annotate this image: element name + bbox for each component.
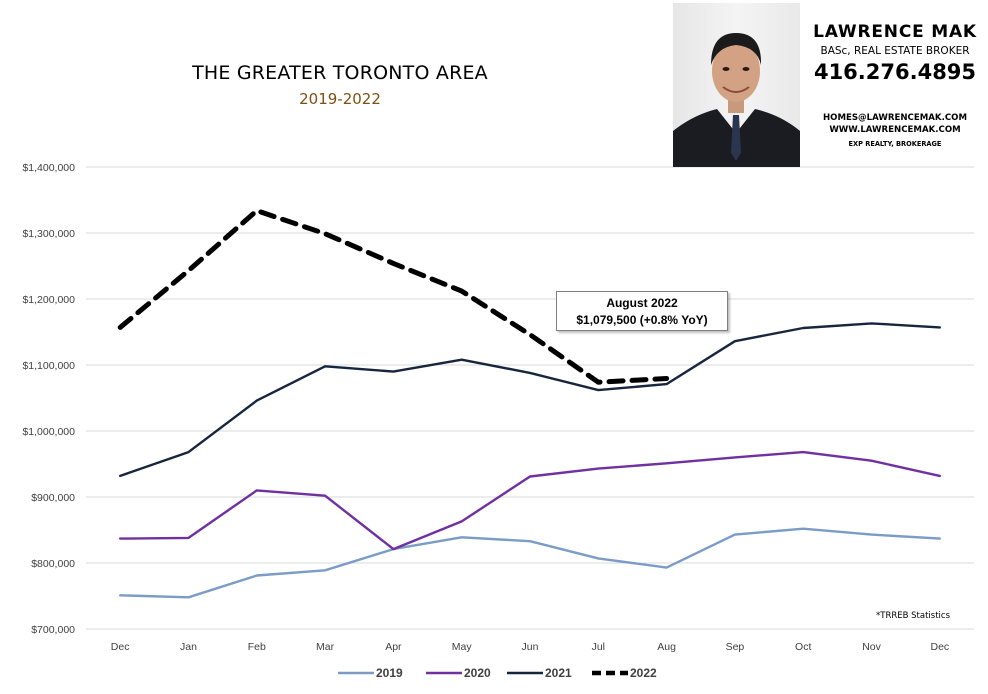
y-tick-label: $900,000 (31, 492, 75, 504)
chart-legend: 2019 2020 2021 2022 (338, 666, 657, 680)
agent-credentials: BASc, REAL ESTATE BROKER (820, 45, 970, 57)
legend-label-2021: 2021 (545, 666, 572, 680)
y-tick-label: $1,000,000 (22, 426, 75, 438)
legend-label-2019: 2019 (376, 666, 403, 680)
y-tick-label: $1,300,000 (22, 228, 75, 240)
callout-line-2: $1,079,500 (+0.8% YoY) (576, 313, 708, 327)
x-tick-label: Jan (180, 641, 197, 653)
source-footnote: *TRREB Statistics (876, 611, 951, 621)
x-tick-label: Jun (522, 641, 539, 653)
x-tick-label: Mar (316, 641, 335, 653)
x-tick-label: Oct (795, 641, 811, 653)
x-tick-label: Apr (385, 641, 402, 653)
agent-photo (673, 3, 800, 167)
agent-website: WWW.LAWRENCEMAK.COM (829, 125, 961, 135)
y-tick-label: $800,000 (31, 558, 75, 570)
chart-gridlines (86, 166, 974, 630)
chart-series (117, 208, 941, 599)
x-tick-label: Dec (931, 641, 950, 653)
x-tick-label: Sep (726, 641, 745, 653)
y-tick-label: $1,400,000 (22, 162, 75, 174)
agent-name: LAWRENCE MAK (813, 22, 977, 42)
legend-label-2022: 2022 (630, 666, 657, 680)
callout-line-1: August 2022 (606, 296, 678, 310)
series-line-2021 (118, 322, 941, 478)
agent-brokerage: EXP REALTY, BROKERAGE (848, 140, 942, 148)
y-tick-label: $1,200,000 (22, 294, 75, 306)
agent-info: LAWRENCE MAK BASc, REAL ESTATE BROKER 41… (806, 22, 984, 148)
legend-label-2020: 2020 (464, 666, 491, 680)
x-axis-tick-labels: Dec Jan Feb Mar Apr May Jun Jul Aug Sep Oct Nov Dec (111, 641, 949, 653)
series-line-2022 (117, 208, 670, 385)
x-tick-label: May (452, 641, 473, 653)
y-tick-label: $700,000 (31, 624, 75, 636)
agent-phone: 416.276.4895 (813, 60, 977, 84)
x-tick-label: Feb (248, 641, 266, 653)
y-axis-tick-labels: $700,000 $800,000 $900,000 $1,000,000 $1,100… (22, 162, 75, 636)
x-tick-label: Dec (111, 641, 130, 653)
y-tick-label: $1,100,000 (22, 360, 75, 372)
series-line-2020 (118, 450, 941, 551)
x-tick-label: Aug (657, 641, 676, 653)
annotation-callout: August 2022 $1,079,500 (+0.8% YoY) (556, 291, 728, 331)
x-tick-label: Jul (592, 641, 605, 653)
x-tick-label: Nov (862, 641, 881, 653)
chart-subtitle: 2019-2022 (299, 90, 381, 108)
series-line-2019 (118, 527, 941, 599)
chart-title: THE GREATER TORONTO AREA (192, 62, 488, 84)
agent-email: HOMES@LAWRENCEMAK.COM (822, 113, 968, 123)
